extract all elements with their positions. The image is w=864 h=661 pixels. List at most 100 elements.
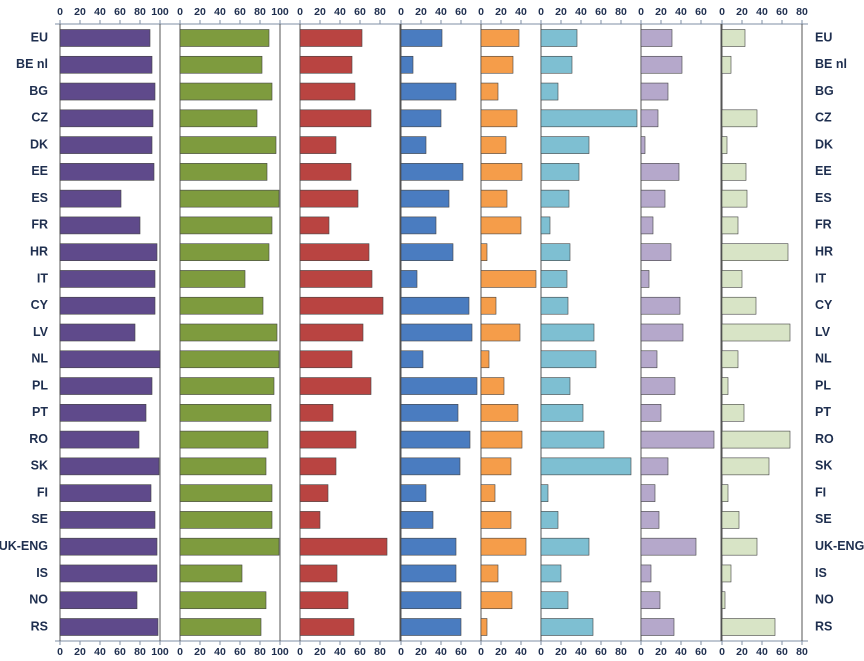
bar bbox=[721, 136, 728, 154]
bar bbox=[400, 618, 462, 636]
bar bbox=[179, 136, 277, 154]
x-tick-label: 20 bbox=[655, 6, 667, 18]
bar bbox=[721, 55, 732, 74]
category-label: NL bbox=[815, 352, 832, 366]
category-label: FI bbox=[37, 485, 48, 499]
x-tick-label: 40 bbox=[334, 646, 346, 658]
bar bbox=[179, 404, 272, 422]
bar bbox=[299, 564, 338, 583]
bar bbox=[480, 136, 507, 154]
bar bbox=[721, 537, 758, 556]
bar bbox=[640, 564, 652, 583]
bar bbox=[540, 243, 571, 261]
bar bbox=[540, 136, 590, 154]
bar bbox=[640, 163, 680, 181]
bar bbox=[540, 350, 597, 369]
bar bbox=[480, 216, 522, 235]
category-label: HR bbox=[815, 244, 833, 258]
x-tick-label: 20 bbox=[194, 6, 206, 18]
category-label: SE bbox=[815, 512, 832, 526]
category-label: ES bbox=[31, 191, 48, 205]
x-tick-label: 60 bbox=[776, 646, 788, 658]
bar bbox=[299, 430, 357, 449]
bar bbox=[179, 163, 268, 181]
bar bbox=[400, 163, 464, 181]
bar bbox=[540, 564, 562, 583]
bar bbox=[540, 511, 559, 529]
x-tick-label: 20 bbox=[495, 6, 507, 18]
x-tick-label: 0 bbox=[638, 646, 644, 658]
bar bbox=[400, 591, 462, 610]
bar bbox=[540, 618, 594, 636]
bar bbox=[59, 564, 158, 583]
bar bbox=[179, 618, 262, 636]
bar bbox=[59, 404, 147, 422]
bar bbox=[299, 484, 329, 502]
bar bbox=[299, 163, 352, 181]
bar bbox=[179, 350, 280, 369]
x-tick-label: 100 bbox=[151, 6, 169, 18]
bar bbox=[540, 323, 595, 342]
bar bbox=[179, 511, 273, 529]
bar bbox=[59, 216, 141, 235]
bar bbox=[59, 243, 158, 261]
bar bbox=[480, 270, 537, 288]
bar bbox=[59, 537, 158, 556]
bar bbox=[721, 189, 748, 208]
bar bbox=[640, 323, 684, 342]
category-label: CY bbox=[815, 298, 833, 312]
bar bbox=[540, 591, 569, 610]
bar bbox=[179, 29, 270, 47]
bar bbox=[480, 377, 505, 395]
category-label: BE nl bbox=[16, 57, 48, 71]
bar bbox=[299, 136, 337, 154]
bar bbox=[179, 270, 246, 288]
bar bbox=[299, 511, 321, 529]
category-label: DK bbox=[815, 137, 833, 151]
bar bbox=[480, 82, 499, 101]
x-tick-label: 80 bbox=[796, 646, 808, 658]
category-label: RS bbox=[815, 619, 832, 633]
bar bbox=[721, 591, 726, 610]
bar bbox=[721, 618, 776, 636]
bar bbox=[59, 618, 159, 636]
x-tick-label: 0 bbox=[719, 646, 725, 658]
bar bbox=[400, 537, 457, 556]
bar bbox=[721, 243, 789, 261]
category-label: RO bbox=[29, 432, 48, 446]
x-tick-label: 60 bbox=[114, 6, 126, 18]
bar bbox=[480, 350, 490, 369]
bar bbox=[721, 163, 747, 181]
x-tick-label: 60 bbox=[695, 646, 707, 658]
bar bbox=[540, 296, 569, 315]
bar bbox=[640, 82, 669, 101]
bar bbox=[480, 430, 523, 449]
x-tick-label: 20 bbox=[314, 646, 326, 658]
x-tick-label: 40 bbox=[575, 6, 587, 18]
bar bbox=[480, 323, 521, 342]
bar bbox=[400, 430, 471, 449]
x-tick-label: 0 bbox=[297, 646, 303, 658]
category-label: HR bbox=[30, 244, 48, 258]
x-tick-label: 40 bbox=[334, 6, 346, 18]
bar bbox=[480, 243, 488, 261]
bar bbox=[721, 564, 732, 583]
bar bbox=[721, 350, 739, 369]
category-label: LV bbox=[815, 325, 831, 339]
bar bbox=[640, 136, 646, 154]
bar bbox=[540, 270, 568, 288]
bar bbox=[721, 296, 757, 315]
bar bbox=[721, 511, 740, 529]
x-tick-label: 40 bbox=[214, 646, 226, 658]
x-tick-label: 60 bbox=[776, 6, 788, 18]
x-tick-label: 40 bbox=[515, 646, 527, 658]
x-tick-label: 60 bbox=[114, 646, 126, 658]
category-label: CY bbox=[31, 298, 49, 312]
bar bbox=[400, 216, 437, 235]
x-tick-label: 100 bbox=[151, 646, 169, 658]
x-tick-label: 100 bbox=[271, 6, 289, 18]
bar bbox=[59, 163, 155, 181]
category-label: PT bbox=[32, 405, 48, 419]
x-tick-label: 60 bbox=[455, 646, 467, 658]
x-tick-label: 80 bbox=[134, 6, 146, 18]
